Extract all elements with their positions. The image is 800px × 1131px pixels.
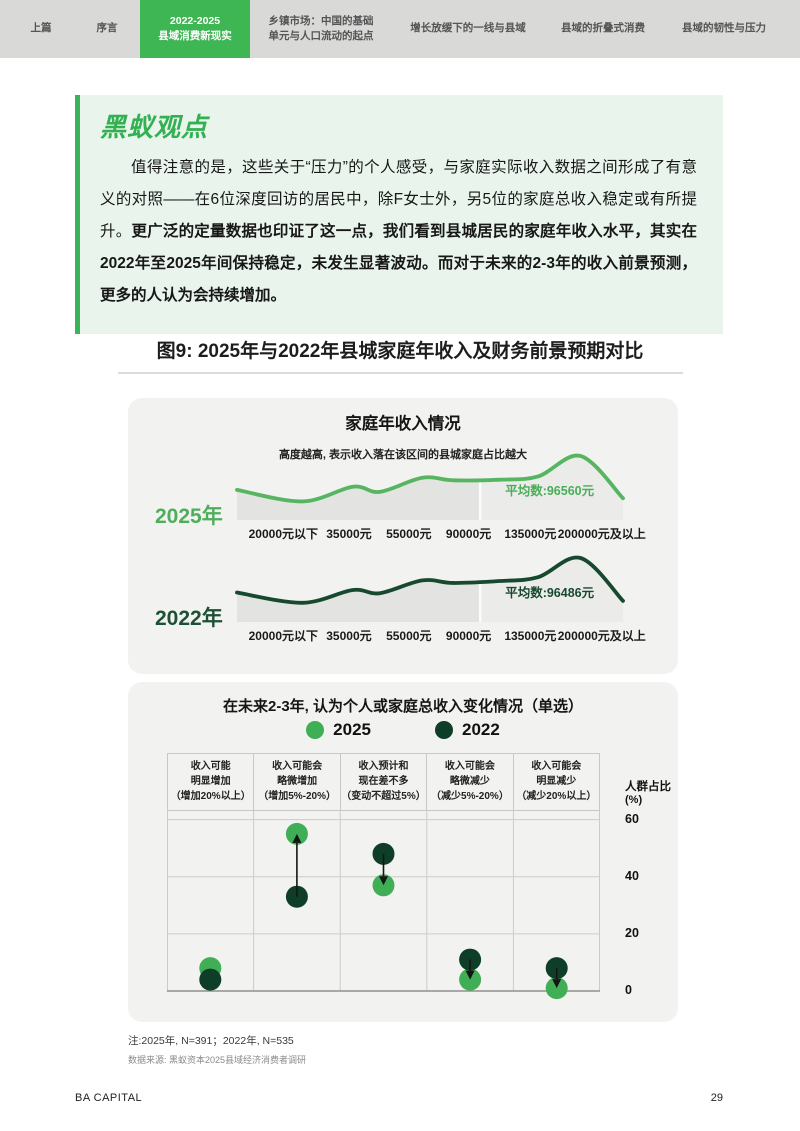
x-tick-label: 35000元 [326,527,372,541]
distribution-chart-2022: 平均数:96486元 20000元以下 35000元 55000元 90000元 135… [235,549,646,645]
year-label-2025: 2025年 [155,505,223,528]
nav-tab[interactable]: 序言 [96,22,118,35]
callout-body: 值得注意的是，这些关于“压力”的个人感受，与家庭实际收入数据之间形成了有意义的对… [100,152,697,312]
year-label-2022: 2022年 [155,607,223,630]
data-source-note: 数据来源: 黑蚁资本2025县域经济消费者调研 [128,1055,307,1065]
income-panel-subtitle: 高度越高, 表示收入落在该区间的县城家庭占比越大 [278,449,528,461]
distribution-chart-2025: 平均数:96560元 20000元以下 35000元 55000元 90000元 135… [235,447,646,543]
dotplot-column-header: 收入可能会 明显减少 （减少20%以上） [512,753,601,811]
x-tick-label: 200000元及以上 [557,527,646,541]
sample-size-note: 注:2025年, N=391；2022年, N=535 [128,1035,294,1047]
x-axis-labels-2025: 20000元以下 35000元 55000元 90000元 135000元 200000元… [237,525,646,541]
legend-label: 2022 [462,720,500,739]
nav-tab[interactable]: 县域的韧性与压力 [682,22,766,35]
income-expectation-panel: 在未来2-3年, 认为个人或家庭总收入变化情况（单选） 2025 2022 收入可… [128,682,678,1022]
x-tick-label: 135000元 [504,527,557,541]
x-tick-label: 90000元 [445,629,492,643]
mean-label-2022: 平均数:96486元 [505,586,595,600]
x-tick-label: 200000元及以上 [557,629,646,643]
mean-label-2025: 平均数:96560元 [505,484,595,498]
dotplot-column-headers: 收入可能 明显增加 （增加20%以上） 收入可能会 略微增加 （增加5%-20%）… [167,753,601,811]
dotplot-column-header: 收入可能会 略微增加 （增加5%-20%） [253,753,341,811]
x-tick-label: 55000元 [386,527,432,541]
y-tick-label: 0 [625,983,632,997]
figure-divider [118,372,683,374]
y-tick-label: 60 [625,811,639,826]
x-tick-label: 90000元 [445,527,492,541]
income-panel-title: 家庭年收入情况 [345,415,461,433]
legend: 2025 2022 [128,720,678,740]
legend-label: 2025 [333,720,371,739]
y-tick-label: 40 [625,868,639,883]
x-tick-label: 135000元 [504,629,557,643]
area-curve-2022 [235,555,625,622]
nav-tab-active[interactable]: 2022-2025 县域消费新现实 [140,0,250,58]
legend-item: 2022 [435,720,500,740]
figure-title: 图9: 2025年与2022年县城家庭年收入及财务前景预期对比 [156,341,644,362]
income-distribution-panel: 家庭年收入情况 高度越高, 表示收入落在该区间的县城家庭占比越大 2025年 平… [128,398,678,674]
y-tick-label: 20 [625,925,639,940]
x-tick-label: 35000元 [326,629,372,643]
nav-tab[interactable]: 县域的折叠式消费 [561,22,645,35]
brand-footer: BA CAPITAL [75,1092,143,1104]
expectation-panel-title: 在未来2-3年, 认为个人或家庭总收入变化情况（单选） [222,698,584,715]
dotplot-column-header: 收入可能 明显增加 （增加20%以上） [167,753,255,811]
page-number: 29 [710,1092,723,1104]
y-axis-title: 人群占比 [625,781,671,793]
x-axis-labels-2022: 20000元以下 35000元 55000元 90000元 135000元 200000元… [237,627,646,643]
y-axis-unit: (%) [625,794,643,806]
viewpoint-callout: 黑蚁观点 值得注意的是，这些关于“压力”的个人感受，与家庭实际收入数据之间形成了… [75,95,723,334]
legend-item: 2025 [306,720,371,740]
legend-dot-icon [435,721,453,739]
callout-text-normal: 值得注意的是，这些关于“压力”的个人感受，与家庭实际收入数据之间形成了有意义的对… [100,159,697,240]
dotplot-column-header: 收入可能会 略微减少 （减少5%-20%） [426,753,514,811]
area-curve-2025 [235,453,625,520]
callout-text-bold: 更广泛的定量数据也印证了这一点，我们看到县城居民的家庭年收入水平，其实在2022… [100,223,697,304]
top-nav: 上篇 序言 2022-2025 县域消费新现实 乡镇市场：中国的基础 单元与人口流动的… [0,0,800,58]
dotplot-chart [167,811,600,1000]
nav-tab[interactable]: 上篇 [30,22,52,35]
callout-title: 黑蚁观点 [100,112,209,142]
x-tick-label: 55000元 [386,629,432,643]
x-tick-label: 20000元以下 [248,629,318,643]
nav-tab[interactable]: 增长放缓下的一线与县域 [410,22,526,35]
legend-dot-icon [306,721,325,739]
nav-tab[interactable]: 乡镇市场：中国的基础 单元与人口流动的起点 [268,14,374,42]
x-tick-label: 20000元以下 [248,527,318,541]
dotplot-column-header: 收入预计和 现在差不多 （变动不超过5%） [339,753,428,811]
